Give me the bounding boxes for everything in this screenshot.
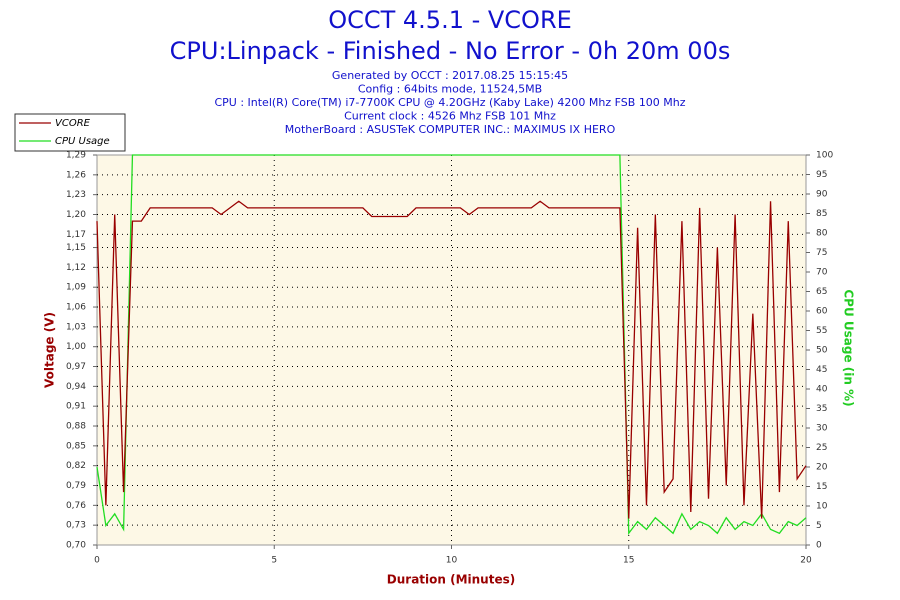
y2-tick-label: 100	[816, 151, 833, 161]
chart-title: OCCT 4.5.1 - VCORE	[328, 6, 572, 34]
y2-tick-label: 40	[816, 385, 828, 395]
y-tick-label: 0,94	[66, 382, 86, 392]
x-tick-label: 20	[800, 556, 812, 566]
y-tick-label: 1,12	[66, 263, 86, 273]
y2-tick-label: 10	[816, 502, 828, 512]
y2-tick-label: 50	[816, 346, 828, 356]
series-line	[96, 154, 807, 536]
x-axis-title: Duration (Minutes)	[387, 573, 515, 587]
info-line: MotherBoard : ASUSTeK COMPUTER INC.: MAX…	[285, 123, 616, 136]
chart-subtitle: CPU:Linpack - Finished - No Error - 0h 2…	[170, 37, 731, 65]
y2-tick-label: 80	[816, 229, 828, 239]
y-tick-label: 1,23	[66, 190, 86, 200]
y2-tick-label: 0	[816, 541, 822, 551]
info-line: Current clock : 4526 Mhz FSB 101 Mhz	[344, 110, 556, 123]
y-tick-label: 0,91	[66, 402, 86, 412]
y-tick-label: 1,06	[66, 303, 86, 313]
y-tick-label: 1,29	[66, 151, 86, 161]
y2-tick-label: 90	[816, 190, 828, 200]
y-tick-label: 1,26	[66, 170, 86, 180]
y2-tick-label: 85	[816, 209, 827, 219]
y-tick-label: 0,88	[66, 422, 86, 432]
y2-tick-label: 15	[816, 482, 827, 492]
info-line: Config : 64bits mode, 11524,5MB	[358, 83, 542, 96]
y-tick-label: 0,85	[66, 441, 86, 451]
y2-axis-title: CPU Usage (in %)	[842, 289, 856, 406]
y2-tick-label: 45	[816, 365, 827, 375]
y2-tick-label: 75	[816, 248, 827, 258]
y2-tick-label: 95	[816, 170, 827, 180]
series-line	[96, 200, 807, 519]
y2-tick-label: 25	[816, 443, 827, 453]
y-tick-label: 1,09	[66, 283, 86, 293]
y-tick-label: 1,17	[66, 230, 86, 240]
y-tick-label: 0,73	[66, 521, 86, 531]
y-axis-title: Voltage (V)	[43, 312, 57, 388]
y2-tick-label: 70	[816, 268, 828, 278]
y-tick-label: 1,00	[66, 342, 86, 352]
y-tick-label: 0,82	[66, 461, 86, 471]
y2-tick-label: 20	[816, 463, 828, 473]
legend-box	[14, 113, 126, 152]
y-tick-label: 1,15	[66, 243, 86, 253]
y-tick-label: 0,76	[66, 501, 86, 511]
y-tick-label: 0,70	[66, 541, 86, 551]
x-tick-label: 0	[94, 556, 100, 566]
legend-label: VCORE	[55, 118, 91, 129]
y-tick-label: 0,97	[66, 362, 86, 372]
info-line: Generated by OCCT : 2017.08.25 15:15:45	[332, 69, 568, 82]
y2-tick-label: 55	[816, 326, 827, 336]
y-tick-label: 1,03	[66, 322, 86, 332]
y-tick-label: 1,20	[66, 210, 86, 220]
y2-tick-label: 5	[816, 521, 822, 531]
x-tick-label: 15	[623, 556, 634, 566]
y-tick-label: 0,79	[66, 481, 86, 491]
y2-tick-label: 35	[816, 404, 827, 414]
x-tick-label: 10	[446, 556, 458, 566]
legend-label: CPU Usage	[55, 136, 110, 147]
y2-tick-label: 30	[816, 424, 828, 434]
y2-tick-label: 65	[816, 287, 827, 297]
x-tick-label: 5	[271, 556, 277, 566]
info-line: CPU : Intel(R) Core(TM) i7-7700K CPU @ 4…	[214, 96, 685, 109]
y2-tick-label: 60	[816, 307, 828, 317]
